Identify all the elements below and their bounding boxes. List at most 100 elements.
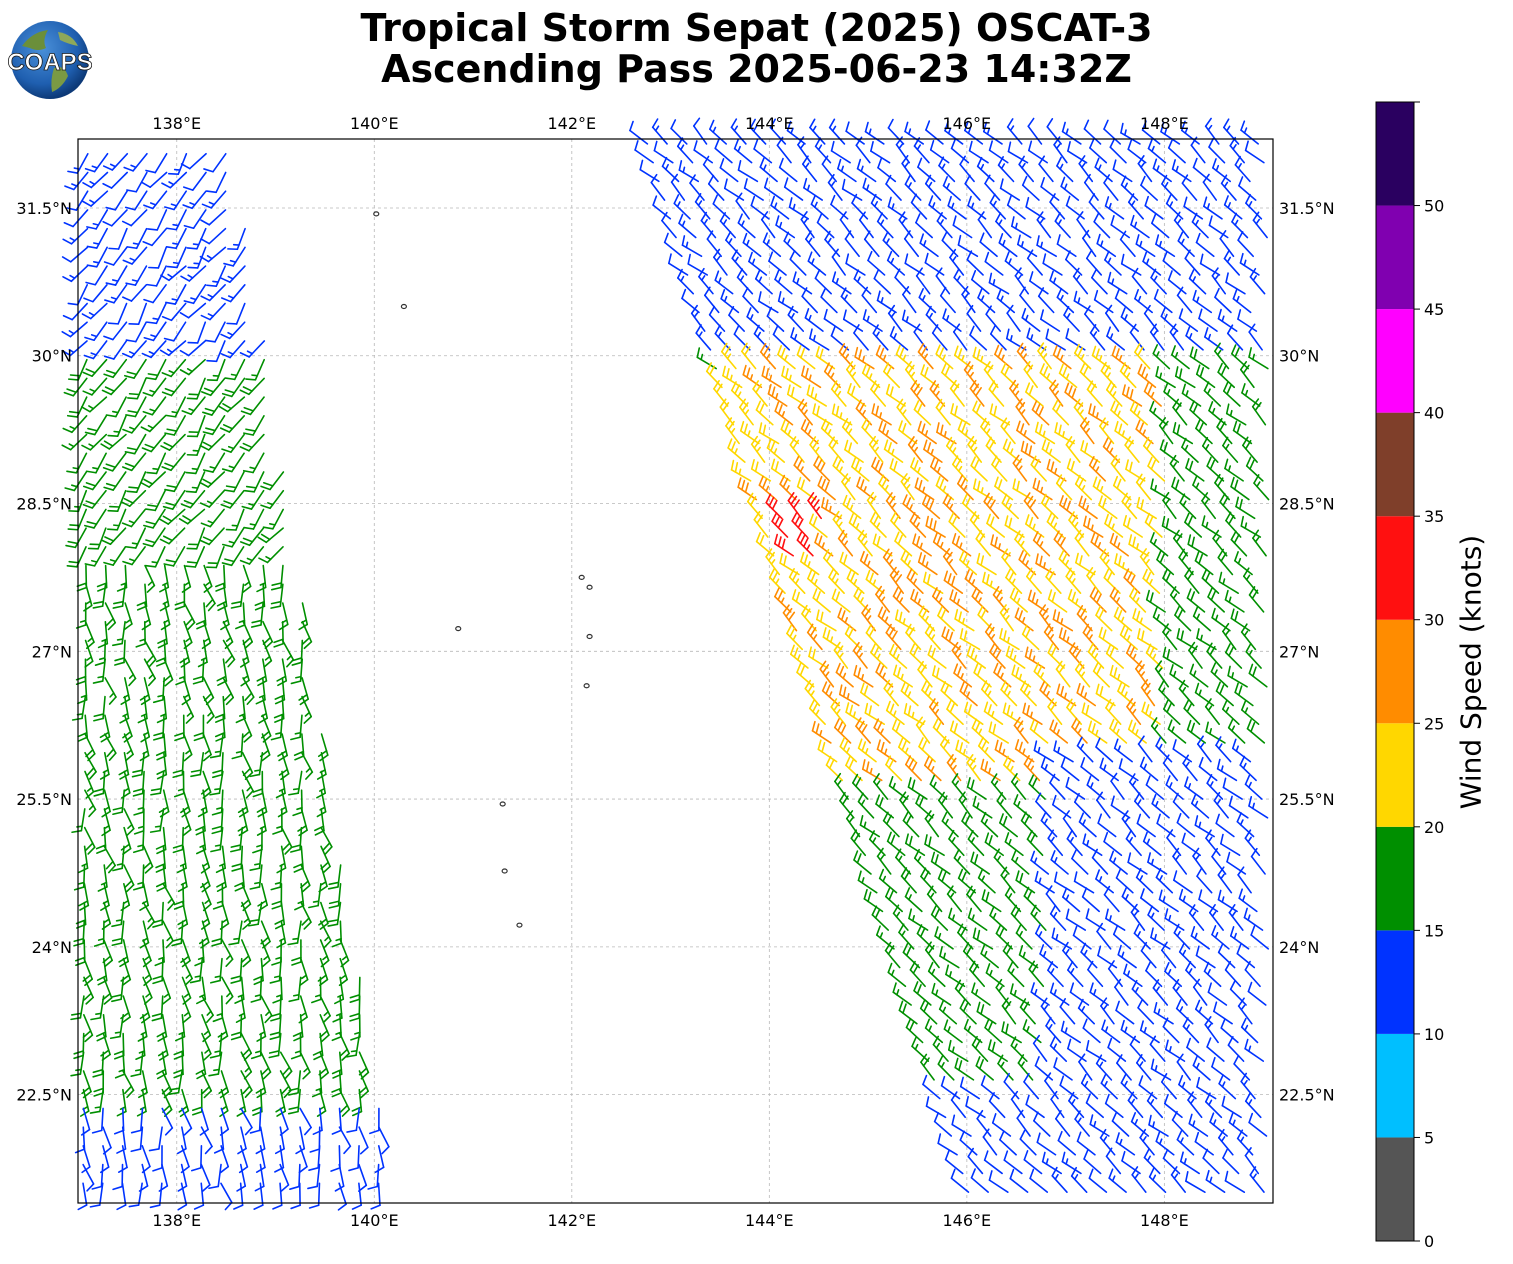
barb-full xyxy=(260,504,271,510)
barb-staff xyxy=(299,1051,311,1073)
barb-full xyxy=(847,442,853,454)
barb-staff xyxy=(135,227,148,250)
barb-full xyxy=(280,1184,290,1192)
barb-full xyxy=(311,1092,323,1098)
barb-full xyxy=(331,942,343,948)
barb-full xyxy=(221,543,233,548)
wind-barb xyxy=(139,995,151,1024)
wind-barb xyxy=(1065,195,1085,220)
wind-barb xyxy=(135,620,146,648)
barb-full xyxy=(83,354,95,360)
island xyxy=(578,574,585,581)
wind-barb xyxy=(61,340,88,357)
barb-half xyxy=(249,466,257,470)
barb-half xyxy=(191,486,199,489)
barb-staff xyxy=(704,294,720,314)
barb-full xyxy=(942,493,949,504)
barb-half xyxy=(909,504,913,511)
barb-half xyxy=(1184,127,1189,134)
barb-half xyxy=(1109,333,1114,340)
barb-full xyxy=(973,459,980,470)
wind-barb xyxy=(82,358,108,377)
barb-full xyxy=(70,1012,82,1016)
barb-full xyxy=(293,867,304,873)
wind-barb xyxy=(750,458,772,482)
barb-full xyxy=(242,432,254,436)
barb-staff xyxy=(113,284,128,304)
barb-full xyxy=(713,248,721,259)
barb-full xyxy=(750,435,759,446)
wind-barb xyxy=(164,190,187,211)
barb-staff xyxy=(121,1182,127,1206)
barb-full xyxy=(1142,251,1148,263)
wind-barb xyxy=(206,265,227,287)
barb-full xyxy=(816,405,820,417)
wind-barb xyxy=(845,253,866,276)
barb-full xyxy=(324,846,333,855)
barb-full xyxy=(126,246,138,250)
wind-barb xyxy=(1223,249,1240,276)
barb-full xyxy=(63,221,74,228)
wind-barb xyxy=(200,284,226,302)
barb-full xyxy=(813,455,820,466)
barb-half xyxy=(226,991,232,998)
wind-barb xyxy=(733,138,753,164)
wind-barb xyxy=(101,527,127,546)
barb-half xyxy=(722,219,728,226)
barb-full xyxy=(959,155,966,166)
barb-half xyxy=(828,505,832,513)
wind-barb xyxy=(220,1182,233,1211)
wind-barb xyxy=(770,195,790,220)
barb-full xyxy=(901,423,907,434)
wind-barb xyxy=(994,476,1014,501)
barb-staff xyxy=(1037,350,1052,370)
wind-barb xyxy=(349,976,361,1003)
wind-barb xyxy=(1185,326,1204,351)
wind-barb xyxy=(252,826,263,854)
barb-full xyxy=(915,267,923,277)
barb-full xyxy=(85,482,97,487)
barb-full xyxy=(199,539,210,546)
barb-full xyxy=(1029,271,1034,282)
barb-full xyxy=(944,120,949,132)
barb-half xyxy=(1055,143,1061,150)
barb-full xyxy=(746,307,752,318)
wind-barb xyxy=(1012,478,1033,501)
wind-barb xyxy=(161,302,187,322)
wind-barb xyxy=(652,195,672,220)
barb-staff xyxy=(152,508,166,529)
barb-full xyxy=(1222,436,1229,447)
wind-barb xyxy=(769,118,787,145)
barb-half xyxy=(1156,165,1160,172)
barb-full xyxy=(1120,307,1126,318)
wind-barb xyxy=(854,346,875,370)
barb-full xyxy=(239,446,250,452)
barb-full xyxy=(82,485,94,491)
barb-staff xyxy=(1036,244,1057,258)
wind-barb xyxy=(279,1163,290,1192)
wind-barb xyxy=(121,340,147,359)
barb-full xyxy=(180,503,192,509)
barb-full xyxy=(1103,174,1111,184)
barb-full xyxy=(1144,195,1149,207)
barb-full xyxy=(1111,345,1117,357)
wind-barb xyxy=(1251,398,1267,426)
barb-full xyxy=(781,365,785,377)
barb-staff xyxy=(1061,130,1082,145)
barb-staff xyxy=(1122,393,1143,407)
barb-staff xyxy=(317,1145,321,1169)
wind-barb xyxy=(300,751,314,780)
barb-half xyxy=(233,937,240,941)
wind-barb xyxy=(209,733,224,759)
barb-full xyxy=(270,586,282,591)
barb-full xyxy=(828,118,836,129)
barb-full xyxy=(126,490,138,493)
barb-full xyxy=(1134,343,1141,353)
wind-barb xyxy=(1083,119,1102,145)
barb-full xyxy=(71,829,83,834)
barb-staff xyxy=(1042,262,1063,276)
barb-full xyxy=(1237,231,1244,241)
barb-full xyxy=(1220,174,1228,185)
wind-barb xyxy=(1119,230,1136,258)
barb-full xyxy=(241,505,253,510)
